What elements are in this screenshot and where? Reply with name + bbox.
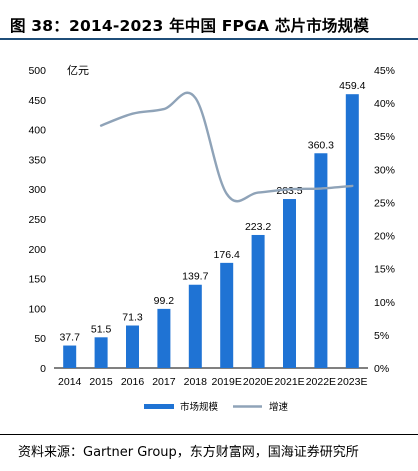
chart-legend: 市场规模 增速 (144, 401, 289, 413)
bar-data-label: 51.5 (91, 323, 112, 335)
bar (251, 234, 265, 368)
page-title: 图 38：2014-2023 年中国 FPGA 芯片市场规模 (10, 17, 370, 35)
bar (188, 284, 202, 368)
x-axis-tick-label: 2020E (243, 376, 273, 388)
left-axis-tick-label: 200 (28, 244, 46, 256)
growth-line-series (99, 91, 354, 203)
x-axis-tick-label: 2022E (306, 376, 336, 388)
x-axis-tick-label: 2016 (121, 376, 145, 388)
x-axis-tick-label: 2014 (58, 376, 82, 388)
bar-series (63, 94, 359, 368)
right-axis-tick-label: 15% (374, 264, 395, 276)
left-axis-tick-label: 100 (28, 303, 46, 315)
left-axis-tick-label: 150 (28, 274, 46, 286)
right-axis-tick-label: 40% (374, 98, 395, 110)
source-divider (0, 434, 418, 435)
bar (314, 153, 328, 368)
legend-label-market-size: 市场规模 (180, 401, 219, 413)
left-axis-tick-label: 450 (28, 95, 46, 107)
left-axis-tick-label: 250 (28, 214, 46, 226)
left-axis-tick-label: 500 (28, 65, 46, 77)
bar (94, 337, 108, 368)
right-axis-tick-label: 20% (374, 231, 395, 243)
x-axis-tick-label: 2021E (274, 376, 304, 388)
x-axis-tick-label: 2017 (152, 376, 176, 388)
right-axis-tick-label: 0% (374, 363, 389, 375)
left-axis-tick-label: 400 (28, 125, 46, 137)
bar-data-label: 223.2 (245, 221, 271, 233)
right-axis-tick-label: 25% (374, 197, 395, 209)
growth-line (99, 91, 354, 203)
bar-data-label: 71.3 (122, 312, 143, 324)
x-axis-tick-label: 2018 (184, 376, 208, 388)
title-divider (0, 38, 418, 40)
bar (220, 262, 234, 368)
bar-data-label: 99.2 (154, 295, 175, 307)
right-axis-tick-label: 30% (374, 164, 395, 176)
legend-label-growth: 增速 (269, 401, 289, 413)
right-axis-tick-label: 45% (374, 65, 395, 77)
bar-data-label: 37.7 (59, 332, 80, 344)
bar-data-label: 459.4 (339, 80, 365, 92)
bar (345, 94, 359, 368)
left-axis-tick-label: 50 (34, 333, 46, 345)
bar (63, 345, 77, 368)
left-axis-tick-label: 300 (28, 184, 46, 196)
bar (157, 308, 171, 368)
left-axis-tick-label: 350 (28, 154, 46, 166)
source-note: 资料来源：Gartner Group，东方财富网，国海证券研究所 (18, 445, 359, 460)
x-axis-tick-label: 2019E (212, 376, 242, 388)
bar-data-labels: 37.751.571.399.2139.7176.4223.2283.5360.… (59, 80, 365, 343)
chart-axes: 0 50 100 150 200 250 300 350 400 450 500 0% 5% 10% 15%… (28, 64, 395, 375)
bar-data-label: 360.3 (308, 139, 334, 151)
left-axis-unit-label: 亿元 (67, 64, 89, 77)
bar-data-label: 139.7 (182, 271, 208, 283)
bar (126, 325, 139, 368)
bar-data-label: 176.4 (214, 249, 240, 261)
right-axis-tick-label: 5% (374, 330, 389, 342)
x-axis-tick-label: 2015 (89, 376, 113, 388)
right-axis-tick-label: 10% (374, 297, 395, 309)
left-axis-tick-label: 0 (40, 363, 46, 375)
x-axis-tick-labels: 2014 2015 2016 2017 2018 2019E 2020E 2021E 2022E… (58, 376, 367, 388)
market-size-chart: 0 50 100 150 200 250 300 350 400 450 500 0% 5% 10% 15%… (28, 64, 395, 413)
right-axis-tick-label: 35% (374, 131, 395, 143)
x-axis-tick-label: 2023E (337, 376, 367, 388)
legend-swatch-market-size (144, 404, 174, 409)
bar (283, 199, 296, 368)
